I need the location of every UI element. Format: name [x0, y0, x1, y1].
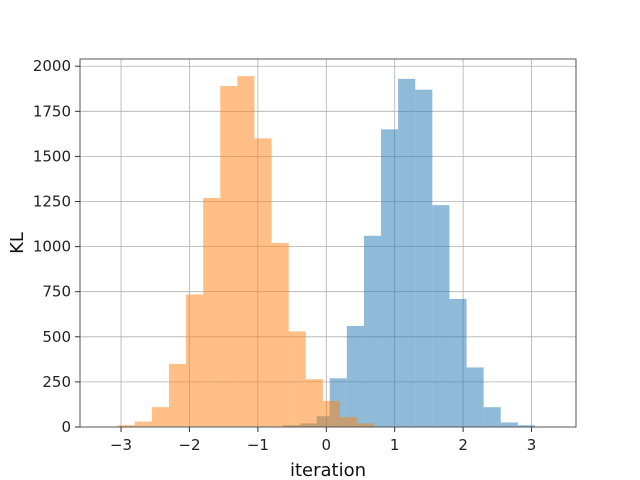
histogram-bar — [339, 417, 358, 427]
histogram-bar — [288, 331, 306, 427]
y-tick-label: 1500 — [33, 147, 71, 165]
histogram-bars — [117, 76, 535, 428]
y-tick-label: 2000 — [33, 57, 71, 75]
histogram-bar — [346, 325, 364, 427]
histogram-bar — [186, 294, 204, 427]
grid — [80, 59, 576, 428]
y-tick-label: 500 — [42, 328, 71, 346]
y-tick-label: 750 — [42, 283, 71, 301]
histogram-bar — [381, 129, 399, 427]
axis-ticks: −3 −2 −1 0 1 2 3 0 250 500 750 1000 1250 1500 1750 2000 — [33, 57, 536, 454]
y-axis-label: KL — [7, 232, 28, 254]
x-tick-label: −3 — [110, 436, 132, 454]
x-tick-label: −2 — [178, 436, 200, 454]
histogram-bar — [271, 243, 289, 427]
histogram-bar — [134, 421, 152, 427]
histogram-bar — [151, 407, 169, 427]
histogram-bar — [203, 197, 221, 427]
histogram-bar — [466, 367, 484, 427]
histogram-bar — [415, 89, 433, 428]
histogram-bar — [357, 423, 375, 427]
histogram-bar — [254, 138, 272, 427]
histogram-bar — [398, 78, 416, 427]
plot-frame — [79, 58, 577, 428]
histogram-bar — [517, 425, 535, 427]
histogram-bar — [363, 235, 382, 427]
histogram-bar — [305, 379, 323, 427]
histogram-bar — [432, 205, 450, 427]
y-tick-label: 0 — [61, 418, 71, 436]
y-tick-label: 250 — [42, 373, 71, 391]
x-tick-label: −1 — [247, 436, 269, 454]
x-tick-label: 1 — [390, 436, 400, 454]
x-tick-label: 0 — [322, 436, 332, 454]
histogram-bar — [500, 422, 518, 427]
y-tick-label: 1000 — [33, 238, 71, 256]
x-axis-label: iteration — [290, 460, 366, 480]
x-tick-label: 3 — [527, 436, 537, 454]
histogram-bar — [168, 363, 187, 427]
histogram-bar — [483, 407, 501, 427]
histogram-bar — [117, 425, 135, 427]
histogram-bar — [237, 76, 255, 427]
y-tick-label: 1250 — [33, 193, 71, 211]
y-tick-label: 1750 — [33, 102, 71, 120]
histogram-bar — [449, 298, 467, 427]
histogram-bar — [322, 400, 340, 427]
x-tick-label: 2 — [458, 436, 468, 454]
histogram-bar — [220, 86, 238, 427]
